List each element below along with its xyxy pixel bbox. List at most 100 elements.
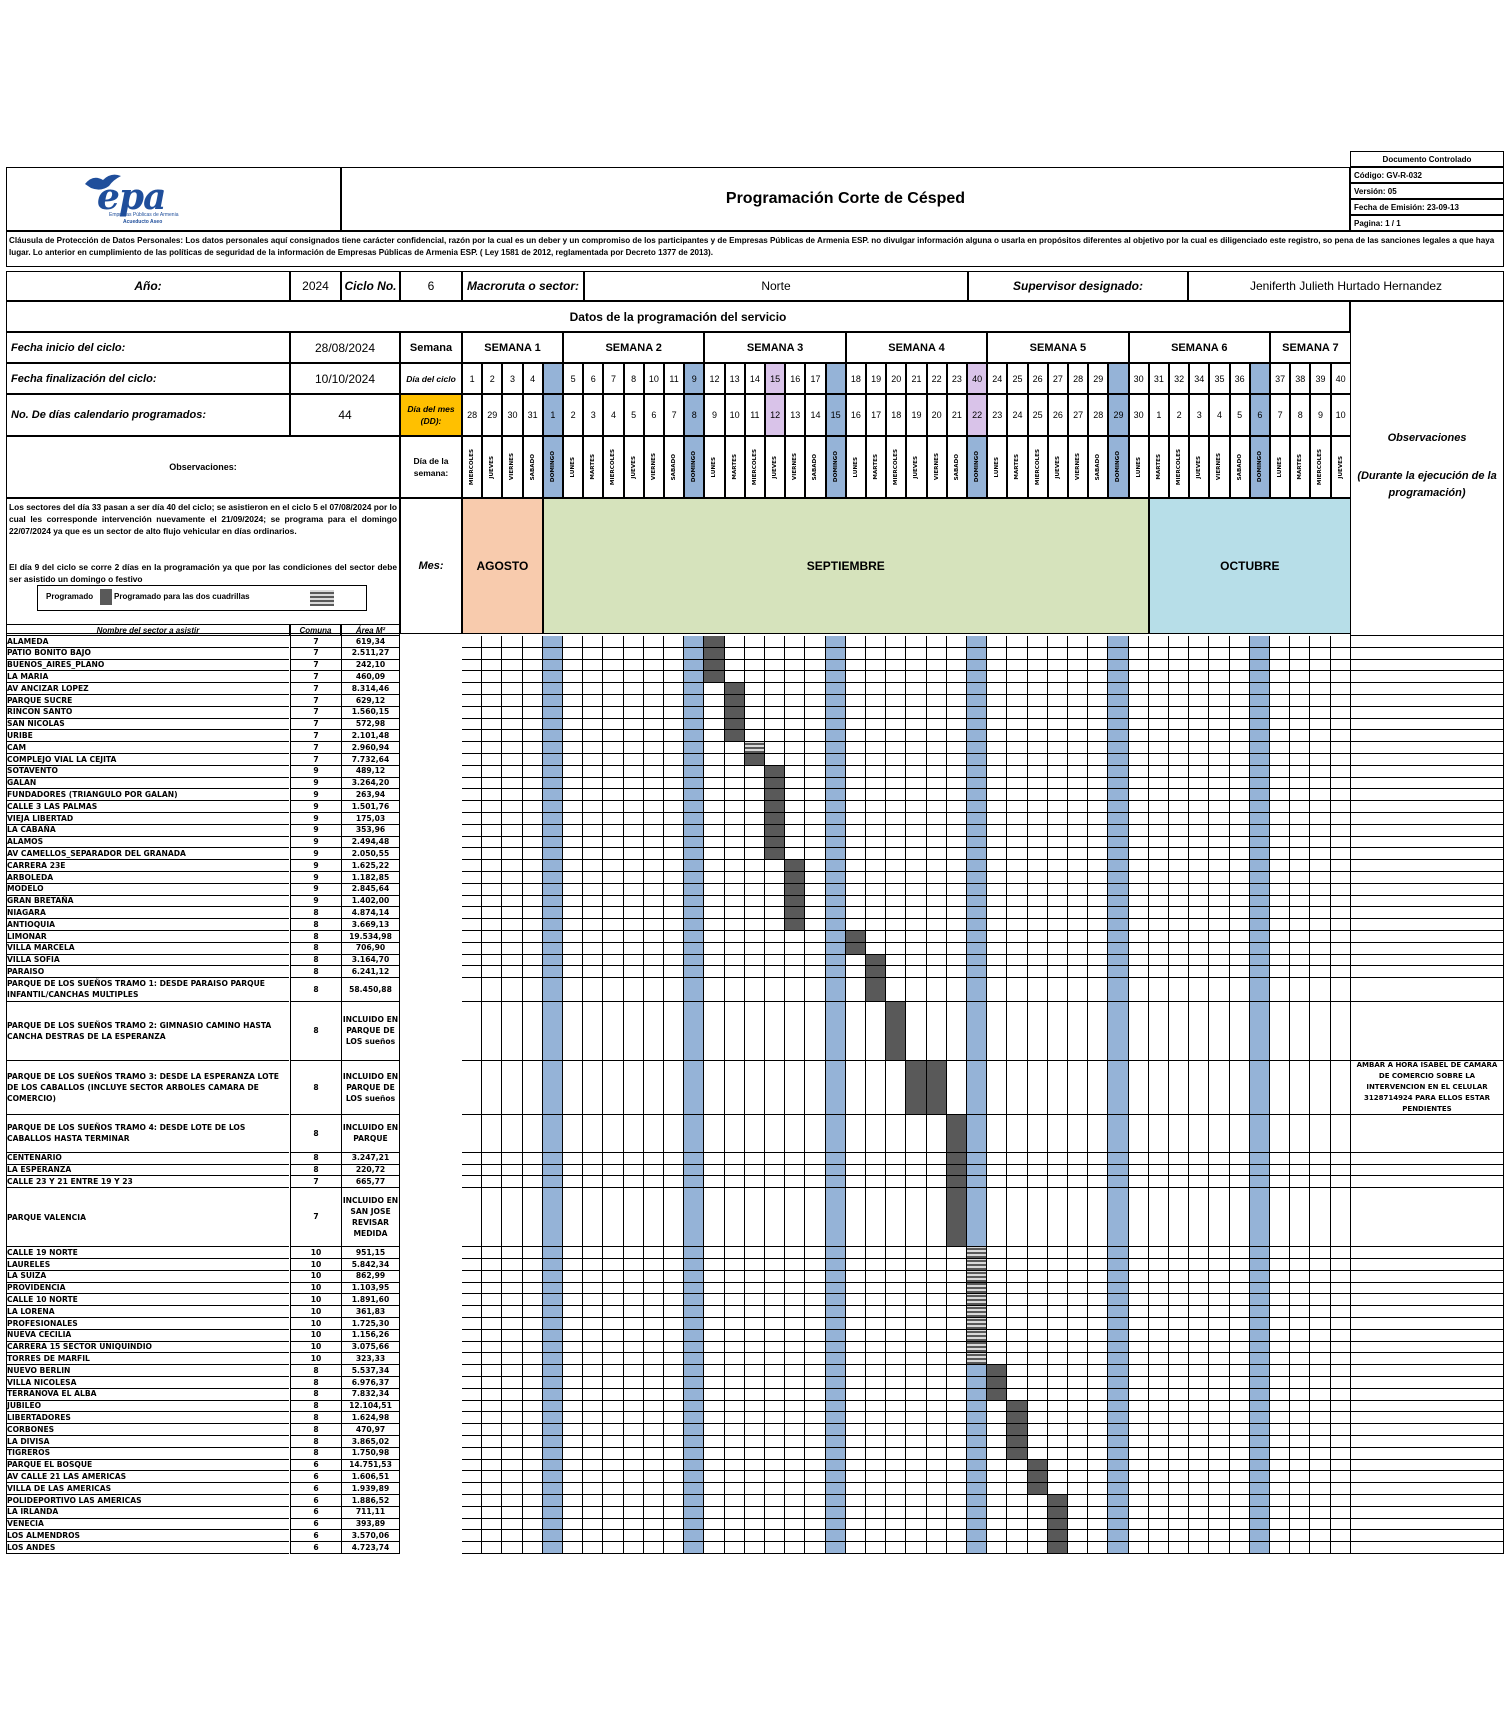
schedule-cell <box>1128 1329 1149 1342</box>
schedule-cell <box>1270 824 1291 837</box>
schedule-cell <box>482 1259 503 1271</box>
schedule-cell <box>1209 1459 1230 1472</box>
schedule-cell <box>603 883 624 896</box>
schedule-cell <box>1310 848 1331 861</box>
schedule-cell <box>1310 671 1331 684</box>
schedule-cell <box>1128 706 1149 719</box>
schedule-cell <box>1148 1152 1169 1165</box>
schedule-cell <box>946 683 967 695</box>
schedule-cell <box>1027 1506 1048 1519</box>
schedule-cell <box>522 718 543 731</box>
schedule-cell <box>1108 706 1129 719</box>
schedule-cell <box>1330 636 1351 648</box>
schedule-cell <box>623 789 644 802</box>
dia-semana-text: DOMINGO <box>832 451 839 483</box>
schedule-cell <box>704 777 725 790</box>
schedule-cell <box>1229 1459 1250 1472</box>
schedule-cell <box>643 742 664 754</box>
schedule-cell <box>785 1188 806 1248</box>
schedule-cell <box>946 1259 967 1271</box>
schedule-cell <box>744 1164 765 1177</box>
schedule-cell <box>1108 1495 1129 1507</box>
schedule-cell <box>462 1060 483 1116</box>
schedule-cell <box>462 647 483 660</box>
schedule-cell <box>522 1318 543 1330</box>
schedule-cell <box>1027 1294 1048 1307</box>
schedule-cell <box>906 1436 927 1448</box>
schedule-cell <box>1088 1377 1109 1389</box>
schedule-cell <box>866 1436 887 1448</box>
obs-cell <box>1350 1542 1504 1555</box>
schedule-cell <box>785 754 806 766</box>
schedule-cell <box>1047 1459 1068 1472</box>
schedule-cell <box>906 659 927 672</box>
schedule-cell <box>462 836 483 849</box>
schedule-cell <box>502 1001 523 1061</box>
schedule-cell <box>603 966 624 979</box>
schedule-cell <box>664 789 685 802</box>
schedule-cell <box>1290 706 1311 719</box>
schedule-cell <box>1270 1294 1291 1307</box>
schedule-cell <box>462 883 483 896</box>
schedule-cell <box>946 883 967 896</box>
schedule-cell <box>1108 659 1129 672</box>
schedule-cell <box>1270 1353 1291 1366</box>
obs-cell <box>1350 883 1504 896</box>
ciclo-value: 6 <box>400 271 462 301</box>
schedule-cell <box>1189 1518 1210 1531</box>
schedule-cell <box>765 1542 786 1555</box>
schedule-cell <box>724 824 745 837</box>
schedule-cell <box>462 636 483 648</box>
schedule-cell <box>1027 718 1048 731</box>
sector-name: CARRERA 23E <box>7 860 289 872</box>
schedule-cell <box>684 730 705 743</box>
schedule-cell <box>765 1412 786 1425</box>
schedule-cell <box>724 1259 745 1271</box>
schedule-cell <box>845 1483 866 1496</box>
schedule-cell <box>1088 860 1109 872</box>
schedule-cell <box>704 1471 725 1484</box>
schedule-cell <box>1148 1282 1169 1295</box>
schedule-cell <box>1189 1282 1210 1295</box>
dia-ciclo-cell: 17 <box>805 363 826 394</box>
schedule-cell <box>1249 706 1270 719</box>
schedule-cell <box>1229 1060 1250 1116</box>
schedule-cell <box>583 1471 604 1484</box>
schedule-cell <box>684 765 705 778</box>
schedule-cell <box>542 1530 563 1543</box>
schedule-cell <box>785 801 806 813</box>
schedule-cell <box>482 1001 503 1061</box>
dia-semana-cell: SABADO <box>946 436 967 498</box>
dia-mes-cell: 10 <box>724 394 745 436</box>
schedule-cell <box>462 706 483 719</box>
schedule-cell <box>1270 730 1291 743</box>
schedule-cell <box>1270 978 1291 1002</box>
schedule-cell <box>1270 1115 1291 1153</box>
schedule-cell <box>603 1001 624 1061</box>
schedule-cell <box>1330 695 1351 707</box>
obs-cell <box>1350 813 1504 825</box>
schedule-cell <box>1047 942 1068 955</box>
schedule-cell <box>886 1471 907 1484</box>
schedule-cell <box>623 1495 644 1507</box>
schedule-cell <box>684 942 705 955</box>
schedule-cell <box>987 801 1008 813</box>
schedule-cell <box>1330 1436 1351 1448</box>
schedule-cell <box>906 1518 927 1531</box>
schedule-cell <box>1027 1341 1048 1354</box>
schedule-cell <box>906 1176 927 1189</box>
schedule-cell <box>845 683 866 695</box>
schedule-cell <box>946 1318 967 1330</box>
schedule-cell <box>1088 777 1109 790</box>
schedule-cell <box>1229 1353 1250 1366</box>
schedule-cell <box>1209 706 1230 719</box>
schedule-cell <box>1108 695 1129 707</box>
schedule-cell <box>603 895 624 908</box>
schedule-cell <box>987 1400 1008 1413</box>
schedule-cell <box>845 777 866 790</box>
schedule-cell <box>1330 1247 1351 1260</box>
schedule-cell <box>623 1436 644 1448</box>
schedule-cell <box>1189 1060 1210 1116</box>
schedule-cell <box>825 931 846 943</box>
schedule-cell <box>522 1542 543 1555</box>
